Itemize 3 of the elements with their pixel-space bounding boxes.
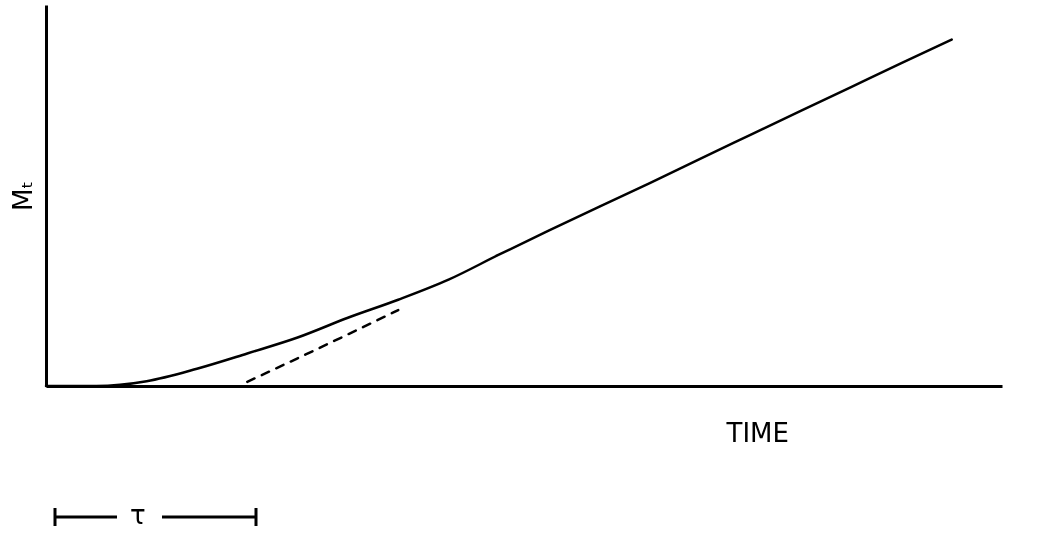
y-axis-title: Mₜ — [7, 180, 38, 212]
x-axis-title: TIME — [725, 417, 789, 448]
text: τ — [130, 500, 146, 530]
